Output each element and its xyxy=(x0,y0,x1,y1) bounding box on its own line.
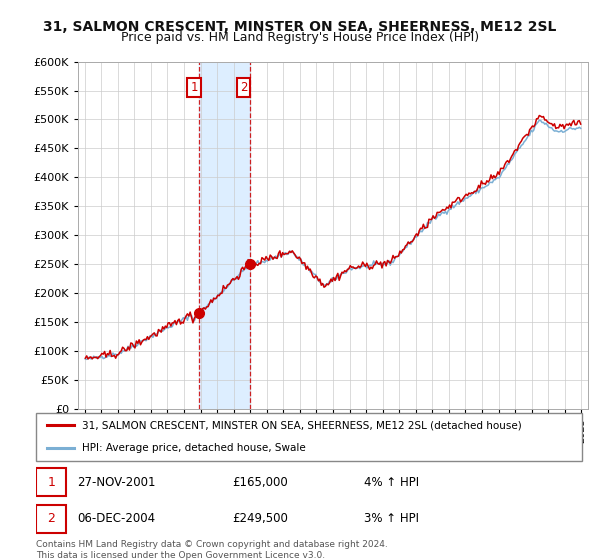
FancyBboxPatch shape xyxy=(36,468,66,496)
Text: 2: 2 xyxy=(240,81,247,94)
Text: 31, SALMON CRESCENT, MINSTER ON SEA, SHEERNESS, ME12 2SL: 31, SALMON CRESCENT, MINSTER ON SEA, SHE… xyxy=(43,20,557,34)
Text: 27-NOV-2001: 27-NOV-2001 xyxy=(77,476,155,489)
FancyBboxPatch shape xyxy=(36,505,66,533)
Text: Contains HM Land Registry data © Crown copyright and database right 2024.
This d: Contains HM Land Registry data © Crown c… xyxy=(36,540,388,560)
Text: £249,500: £249,500 xyxy=(233,512,289,525)
Text: HPI: Average price, detached house, Swale: HPI: Average price, detached house, Swal… xyxy=(82,443,306,453)
Text: 3% ↑ HPI: 3% ↑ HPI xyxy=(364,512,419,525)
Text: £165,000: £165,000 xyxy=(233,476,289,489)
FancyBboxPatch shape xyxy=(36,413,582,461)
Text: 1: 1 xyxy=(47,476,55,489)
Text: Price paid vs. HM Land Registry's House Price Index (HPI): Price paid vs. HM Land Registry's House … xyxy=(121,31,479,44)
Text: 1: 1 xyxy=(190,81,198,94)
Text: 31, SALMON CRESCENT, MINSTER ON SEA, SHEERNESS, ME12 2SL (detached house): 31, SALMON CRESCENT, MINSTER ON SEA, SHE… xyxy=(82,420,522,430)
Text: 4% ↑ HPI: 4% ↑ HPI xyxy=(364,476,419,489)
Text: 2: 2 xyxy=(47,512,55,525)
Text: 06-DEC-2004: 06-DEC-2004 xyxy=(77,512,155,525)
Bar xyxy=(199,62,250,409)
